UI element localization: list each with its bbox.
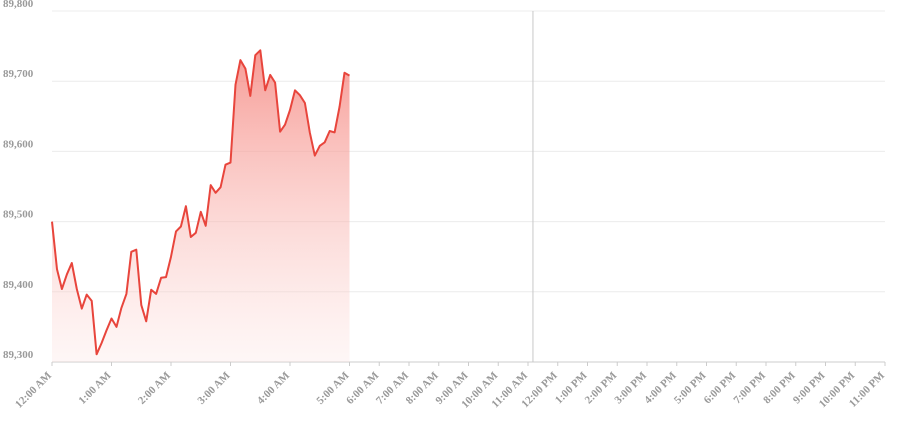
x-tick-label: 4:00 AM: [255, 369, 293, 407]
y-tick-label: 89,300: [3, 349, 34, 361]
x-tick-label: 12:00 AM: [13, 369, 55, 411]
y-tick-label: 89,800: [3, 0, 34, 10]
x-tick-label: 2:00 AM: [136, 369, 174, 407]
area-fill: [52, 50, 350, 363]
y-tick-label: 89,400: [3, 279, 34, 291]
x-tick-label: 3:00 AM: [195, 369, 233, 407]
x-tick-label: 1:00 AM: [76, 369, 114, 407]
y-tick-label: 89,500: [3, 209, 34, 221]
price-line: [51, 49, 350, 356]
y-tick-label: 89,600: [3, 138, 34, 150]
y-tick-label: 89,700: [3, 68, 34, 80]
